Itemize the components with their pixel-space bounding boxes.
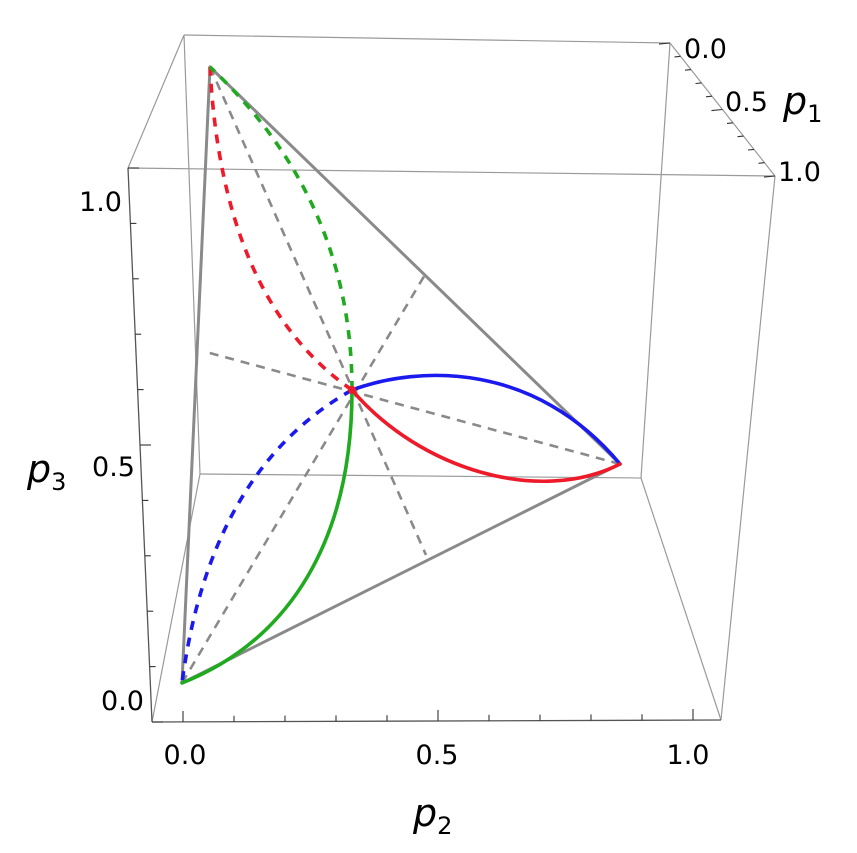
p3-axis-ticks xyxy=(128,167,163,723)
blue-dashed-curve xyxy=(180,388,353,684)
box-edge xyxy=(151,473,201,723)
axis-tick xyxy=(758,162,765,164)
blue-solid-curve xyxy=(350,373,622,466)
p1-axis-label: p1 xyxy=(782,79,822,128)
axis-tick xyxy=(695,82,702,85)
p2-axis-subscript: 2 xyxy=(437,812,452,840)
simplex-edge xyxy=(180,65,212,685)
p1-tick-label: 0.0 xyxy=(684,34,727,65)
axis-tick xyxy=(737,135,744,138)
p3-tick-label: 0.0 xyxy=(101,686,144,717)
p1-axis-ticks xyxy=(658,42,776,178)
simplex-edge xyxy=(208,65,622,466)
box-edge xyxy=(720,175,776,721)
box-edge xyxy=(640,42,671,479)
axis-tick xyxy=(705,95,713,98)
box-edge xyxy=(183,34,201,475)
box-edge xyxy=(640,477,722,721)
p2-axis-label: p2 xyxy=(412,791,452,840)
axis-tick xyxy=(747,148,755,151)
box-edge xyxy=(127,167,776,177)
p2-tick-label: 0.0 xyxy=(164,740,207,771)
p1-axis-letter: p xyxy=(782,79,807,123)
simplex-edge xyxy=(180,462,622,685)
p1-tick-label: 0.5 xyxy=(725,87,768,118)
median-line xyxy=(205,350,621,466)
p1-tick-label: 1.0 xyxy=(778,157,821,188)
axis-tick xyxy=(684,69,692,71)
green-dashed-curve xyxy=(208,65,354,391)
red-dashed-curve xyxy=(208,66,354,392)
p2-axis-line xyxy=(151,719,722,723)
p1-tick-labels: 0.0 0.5 1.0 xyxy=(684,34,821,188)
box-edge xyxy=(183,34,671,44)
p2-tick-label: 0.5 xyxy=(416,740,459,771)
p3-tick-label: 0.5 xyxy=(92,452,135,483)
p1-axis-subscript: 1 xyxy=(807,100,822,128)
p2-tick-labels: 0.0 0.5 1.0 xyxy=(164,740,710,771)
p3-axis-label: p3 xyxy=(26,447,66,496)
axis-tick xyxy=(658,42,671,45)
red-solid-curve xyxy=(350,388,622,484)
axis-tick xyxy=(726,122,734,124)
p3-tick-label: 1.0 xyxy=(79,187,122,218)
axis-tick xyxy=(763,175,776,178)
median-line xyxy=(208,66,428,556)
centroid-point xyxy=(348,386,356,394)
simplex-triangle xyxy=(180,65,622,685)
p2-axis-letter: p xyxy=(412,791,437,835)
solid-curves xyxy=(180,373,622,685)
axis-tick xyxy=(674,55,681,58)
p3-axis-letter: p xyxy=(26,447,51,491)
medians xyxy=(180,66,621,684)
dashed-curves xyxy=(180,65,354,684)
p2-tick-label: 1.0 xyxy=(667,740,710,771)
green-solid-curve xyxy=(180,388,354,685)
box-edge xyxy=(199,473,642,479)
bounding-box xyxy=(127,34,776,723)
box-edge xyxy=(127,34,185,169)
p3-axis-subscript: 3 xyxy=(51,468,66,496)
p3-tick-labels: 1.0 0.5 0.0 xyxy=(79,187,144,717)
p2-axis-ticks xyxy=(182,709,694,722)
axis-tick xyxy=(711,108,723,112)
